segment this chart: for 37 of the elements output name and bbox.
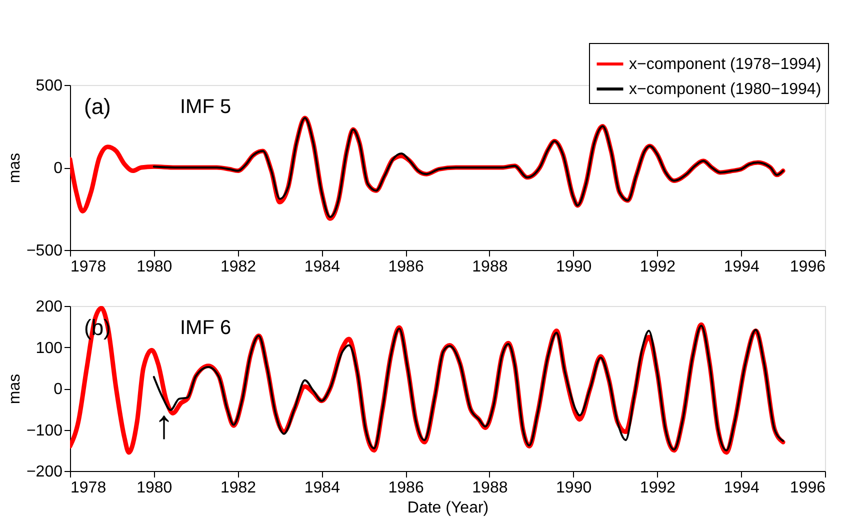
- y-tick-label: 200: [36, 298, 63, 316]
- x-tick-label: 1980: [136, 480, 172, 496]
- x-tick-label: 1988: [472, 258, 508, 276]
- x-tick-label: 1990: [556, 258, 592, 276]
- x-tick-label: 1978: [70, 480, 106, 496]
- y-tick-label: −200: [26, 464, 63, 480]
- x-tick-label: 1994: [724, 480, 760, 496]
- x-tick-label: 1980: [136, 258, 172, 276]
- y-tick-label: 500: [36, 78, 63, 94]
- x-tick-label: 1996: [790, 480, 826, 496]
- x-tick-label: 1992: [640, 258, 676, 276]
- x-tick-label: 1978: [70, 258, 106, 276]
- x-tick-label: 1996: [790, 258, 826, 276]
- y-tick-label: 0: [54, 381, 63, 398]
- x-tick-label: 1986: [388, 480, 424, 496]
- legend-label: x−component (1980−1994): [629, 81, 822, 98]
- x-tick-label: 1994: [724, 258, 760, 276]
- legend-label: x−component (1978−1994): [629, 56, 822, 73]
- annotation: ↑: [154, 403, 174, 447]
- x-tick-label: 1982: [220, 480, 256, 496]
- x-tick-label: 1992: [640, 480, 676, 496]
- y-axis-title: mas: [6, 152, 24, 184]
- x-axis-title: Date (Year): [407, 500, 489, 516]
- y-tick-label: 100: [36, 340, 63, 357]
- x-tick-label: 1988: [472, 480, 508, 496]
- annotation: (a): [84, 94, 111, 119]
- annotation: IMF 6: [180, 317, 232, 339]
- x-tick-label: 1984: [304, 480, 340, 496]
- y-tick-label: −500: [26, 242, 63, 260]
- y-tick-label: −100: [26, 422, 63, 440]
- x-tick-label: 1990: [556, 480, 592, 496]
- x-tick-label: 1982: [220, 258, 256, 276]
- x-tick-label: 1986: [388, 258, 424, 276]
- x-tick-label: 1984: [304, 258, 340, 276]
- y-tick-label: 0: [54, 160, 63, 177]
- y-axis-title: mas: [6, 374, 24, 404]
- annotation: IMF 5: [180, 96, 232, 118]
